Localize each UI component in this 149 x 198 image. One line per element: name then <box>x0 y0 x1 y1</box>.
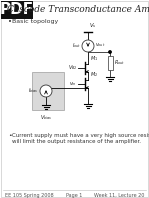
Circle shape <box>82 40 94 52</box>
Text: Page 1: Page 1 <box>66 192 82 197</box>
Text: Basic topology: Basic topology <box>12 19 58 25</box>
Text: •: • <box>8 19 12 25</box>
Text: Current supply must have a very high source resistance rₒ, since otherwise it
wi: Current supply must have a very high sou… <box>12 133 149 144</box>
Text: $M_1$: $M_1$ <box>90 54 98 63</box>
Bar <box>107 56 112 70</box>
Text: $V_s$: $V_s$ <box>89 21 96 30</box>
Text: Cascode Transconductance Amplifier: Cascode Transconductance Amplifier <box>7 5 149 13</box>
Text: $R_{out}$: $R_{out}$ <box>114 59 125 68</box>
Text: •: • <box>8 133 12 138</box>
Text: PDF: PDF <box>0 3 34 17</box>
Text: $I_{bias}$: $I_{bias}$ <box>28 87 38 95</box>
Text: $M_2$: $M_2$ <box>90 70 98 79</box>
Text: Week 11, Lecture 20: Week 11, Lecture 20 <box>94 192 144 197</box>
Circle shape <box>40 85 52 97</box>
Bar <box>1 1 33 19</box>
Text: $V_{bias}$: $V_{bias}$ <box>40 113 52 122</box>
Text: EE 105 Spring 2008: EE 105 Spring 2008 <box>5 192 54 197</box>
Text: $I_{out}$: $I_{out}$ <box>72 42 82 50</box>
Circle shape <box>109 51 111 53</box>
Text: $v_{out}$: $v_{out}$ <box>95 41 105 49</box>
Bar <box>32 72 64 110</box>
Text: $V_{B2}$: $V_{B2}$ <box>67 64 77 72</box>
Text: $v_{in}$: $v_{in}$ <box>69 80 77 88</box>
